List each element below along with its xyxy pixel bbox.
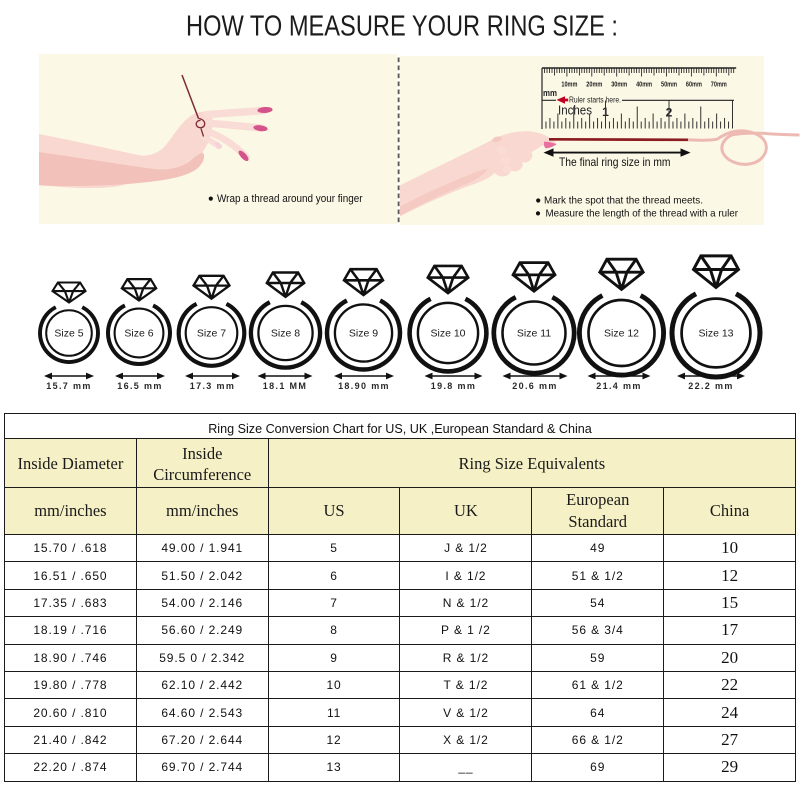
svg-text:Ruler starts here.: Ruler starts here. <box>569 96 621 105</box>
svg-text:Size 5: Size 5 <box>54 328 83 340</box>
svg-text:Size 11: Size 11 <box>517 328 551 340</box>
svg-text:18.90 mm: 18.90 mm <box>338 381 390 391</box>
svg-text:Wrap a thread around your fing: Wrap a thread around your finger <box>217 193 363 205</box>
svg-text:Size 12: Size 12 <box>604 328 639 340</box>
svg-text:Size 9: Size 9 <box>349 328 378 340</box>
svg-text:16.5 mm: 16.5 mm <box>117 381 162 391</box>
svg-text:21.4 mm: 21.4 mm <box>596 381 641 391</box>
svg-text:Measure the length of the thre: Measure the length of the thread with a … <box>546 209 739 220</box>
svg-text:40mm: 40mm <box>636 80 652 89</box>
svg-text:Size 6: Size 6 <box>124 328 153 340</box>
svg-text:60mm: 60mm <box>686 80 702 89</box>
svg-text:70mm: 70mm <box>711 80 727 89</box>
svg-text:15.7 mm: 15.7 mm <box>46 381 91 391</box>
svg-text:18.1 MM: 18.1 MM <box>263 381 307 391</box>
svg-text:20mm: 20mm <box>586 80 602 89</box>
svg-text:Size 7: Size 7 <box>197 328 226 340</box>
svg-text:Size 10: Size 10 <box>430 328 465 340</box>
svg-text:19.8 mm: 19.8 mm <box>431 381 476 391</box>
svg-text:The final ring size in mm: The final ring size in mm <box>559 155 671 169</box>
svg-text:Size 13: Size 13 <box>698 328 733 340</box>
svg-text:22.2 mm: 22.2 mm <box>688 381 733 391</box>
svg-text:Inches: Inches <box>558 103 592 118</box>
svg-text:50mm: 50mm <box>661 80 677 89</box>
svg-text:30mm: 30mm <box>611 80 627 89</box>
svg-text:HOW TO MEASURE YOUR RING SIZE: HOW TO MEASURE YOUR RING SIZE : <box>186 11 618 43</box>
svg-text:20.6 mm: 20.6 mm <box>512 381 557 391</box>
svg-text:Size 8: Size 8 <box>271 328 300 340</box>
svg-text:10mm: 10mm <box>561 80 577 89</box>
svg-text:Mark the spot that the thread: Mark the spot that the thread meets. <box>544 196 703 207</box>
svg-text:mm: mm <box>543 88 557 98</box>
svg-text:17.3 mm: 17.3 mm <box>190 381 235 391</box>
